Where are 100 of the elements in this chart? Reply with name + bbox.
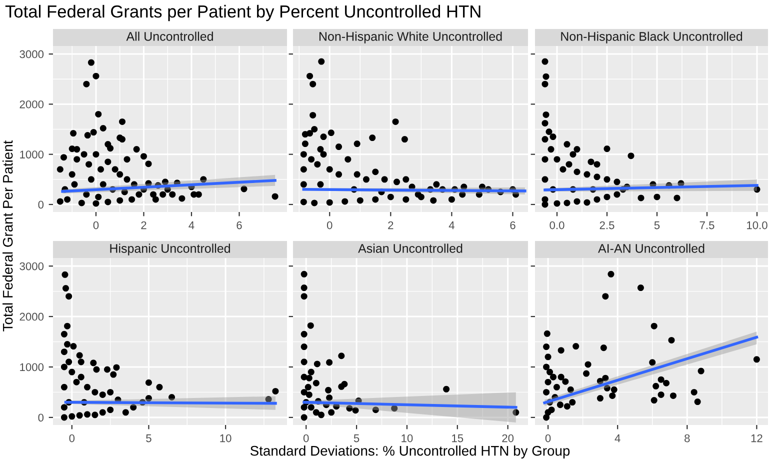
point [60, 348, 68, 356]
point [602, 293, 609, 300]
point [300, 284, 308, 292]
point [584, 199, 590, 206]
point [594, 174, 600, 180]
point [402, 196, 410, 203]
point [326, 394, 333, 402]
x-tick-label: 4 [188, 221, 194, 230]
point [64, 322, 71, 330]
point [302, 131, 308, 138]
x-tick-label: 10.0 [747, 221, 768, 230]
point [542, 80, 548, 88]
point [604, 194, 610, 200]
point [342, 198, 348, 205]
point [336, 144, 342, 150]
point [328, 409, 335, 416]
y-tick-label: 2000 [20, 100, 44, 108]
point [753, 356, 760, 363]
point [62, 271, 68, 278]
point [544, 330, 550, 337]
point [156, 384, 163, 390]
point [566, 161, 572, 168]
point [60, 384, 68, 390]
point [300, 388, 308, 396]
point [354, 140, 360, 148]
point [564, 141, 570, 148]
point [372, 196, 379, 203]
y-tick-label: 3000 [20, 50, 44, 58]
point [68, 413, 76, 420]
point [567, 386, 574, 393]
x-tick-label: 0 [545, 434, 551, 442]
point [302, 140, 308, 148]
point [594, 196, 600, 203]
point [300, 358, 308, 366]
point [637, 284, 644, 292]
point [92, 412, 98, 418]
point [64, 341, 71, 348]
point [602, 374, 609, 382]
x-tick-label: 2 [388, 221, 394, 230]
x-tick-label: 7.5 [700, 221, 714, 230]
point [328, 130, 334, 136]
point [66, 358, 72, 366]
point [609, 392, 616, 399]
point [168, 394, 176, 401]
y-axis-title: Total Federal Grant Per Patient [2, 140, 13, 332]
point [354, 171, 360, 178]
point [394, 178, 400, 186]
point [574, 146, 580, 153]
point [674, 194, 680, 202]
x-tick-label: 8 [684, 434, 690, 442]
point [512, 409, 520, 416]
point [312, 409, 320, 416]
chart-title: Asian Uncontrolled [358, 244, 462, 253]
point [76, 352, 83, 359]
point [443, 386, 450, 392]
point [604, 176, 610, 183]
y-tick-label: 2000 [20, 312, 44, 321]
point [307, 322, 314, 329]
point [311, 200, 318, 206]
point [66, 293, 72, 300]
point [70, 343, 77, 350]
point [638, 194, 644, 202]
point [317, 181, 324, 188]
point [596, 395, 604, 402]
point [326, 166, 333, 173]
point [548, 406, 555, 414]
point [543, 414, 550, 421]
point [356, 197, 364, 204]
point [344, 156, 352, 163]
x-tick-label: 0.0 [550, 221, 564, 230]
point [387, 194, 394, 200]
point [614, 191, 620, 198]
point [300, 414, 308, 421]
point [90, 360, 97, 366]
point [542, 136, 548, 143]
point [694, 398, 701, 406]
point [60, 364, 68, 370]
point [628, 152, 634, 160]
point [310, 112, 316, 118]
point [584, 361, 592, 368]
point [553, 384, 560, 390]
point [550, 134, 556, 140]
point [654, 194, 660, 200]
x-tick-label: 10 [220, 434, 232, 442]
point [314, 161, 321, 168]
point [650, 397, 658, 404]
x-tick-label: 4 [614, 434, 620, 442]
x-tick-label: 6 [510, 221, 516, 230]
point [68, 368, 76, 376]
point [600, 344, 607, 352]
point [583, 370, 590, 377]
point [392, 118, 399, 125]
point [556, 402, 564, 408]
x-tick-label: 2 [141, 221, 146, 230]
x-tick-label: 6 [236, 221, 242, 230]
point [326, 359, 333, 366]
point [300, 374, 308, 380]
point [652, 382, 660, 390]
point [544, 354, 552, 360]
point [372, 168, 379, 176]
